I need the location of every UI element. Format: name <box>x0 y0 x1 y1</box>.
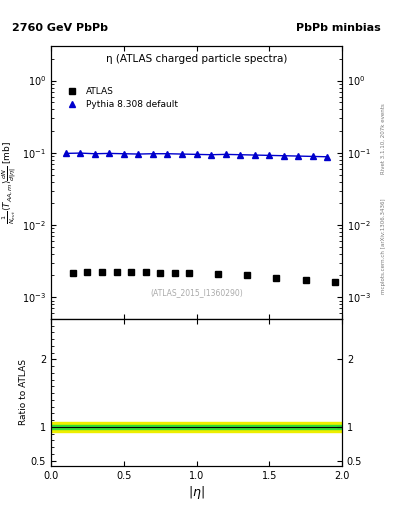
Pythia 8.308 default <box>310 154 315 160</box>
X-axis label: $|\eta|$: $|\eta|$ <box>188 483 205 501</box>
Pythia 8.308 default <box>238 152 242 158</box>
Pythia 8.308 default <box>78 150 83 156</box>
Pythia 8.308 default <box>136 151 141 157</box>
Pythia 8.308 default <box>121 151 126 157</box>
Text: (ATLAS_2015_I1360290): (ATLAS_2015_I1360290) <box>150 288 243 297</box>
ATLAS <box>245 272 250 279</box>
Pythia 8.308 default <box>296 153 301 159</box>
Pythia 8.308 default <box>180 151 184 157</box>
Line: ATLAS: ATLAS <box>70 269 338 284</box>
Pythia 8.308 default <box>63 151 68 157</box>
ATLAS <box>71 270 75 276</box>
ATLAS <box>173 270 177 276</box>
ATLAS <box>114 269 119 275</box>
ATLAS <box>187 270 192 276</box>
ATLAS <box>332 279 337 285</box>
Pythia 8.308 default <box>107 151 112 157</box>
Text: PbPb minbias: PbPb minbias <box>296 23 381 33</box>
ATLAS <box>274 275 279 281</box>
Legend: ATLAS, Pythia 8.308 default: ATLAS, Pythia 8.308 default <box>61 83 182 113</box>
Text: mcplots.cern.ch [arXiv:1306.3436]: mcplots.cern.ch [arXiv:1306.3436] <box>381 198 386 293</box>
ATLAS <box>143 269 148 275</box>
Pythia 8.308 default <box>209 152 213 158</box>
ATLAS <box>85 269 90 275</box>
ATLAS <box>216 271 221 278</box>
Line: Pythia 8.308 default: Pythia 8.308 default <box>63 151 330 160</box>
Pythia 8.308 default <box>267 152 272 158</box>
Pythia 8.308 default <box>92 151 97 157</box>
Y-axis label: Ratio to ATLAS: Ratio to ATLAS <box>19 359 28 425</box>
Pythia 8.308 default <box>281 153 286 159</box>
ATLAS <box>303 276 308 283</box>
Text: 2760 GeV PbPb: 2760 GeV PbPb <box>12 23 108 33</box>
Pythia 8.308 default <box>194 152 199 158</box>
Y-axis label: $\frac{1}{N_{evt}}\langle T_{AA,m}\rangle\frac{dN}{d|\eta|}$ [mb]: $\frac{1}{N_{evt}}\langle T_{AA,m}\rangl… <box>1 141 20 224</box>
ATLAS <box>158 270 163 276</box>
Text: η (ATLAS charged particle spectra): η (ATLAS charged particle spectra) <box>106 54 287 65</box>
ATLAS <box>100 269 105 275</box>
Pythia 8.308 default <box>223 152 228 158</box>
Pythia 8.308 default <box>165 151 170 157</box>
Pythia 8.308 default <box>151 151 155 157</box>
Pythia 8.308 default <box>252 152 257 158</box>
ATLAS <box>129 269 134 275</box>
Text: Rivet 3.1.10, 207k events: Rivet 3.1.10, 207k events <box>381 103 386 174</box>
Pythia 8.308 default <box>325 154 330 160</box>
